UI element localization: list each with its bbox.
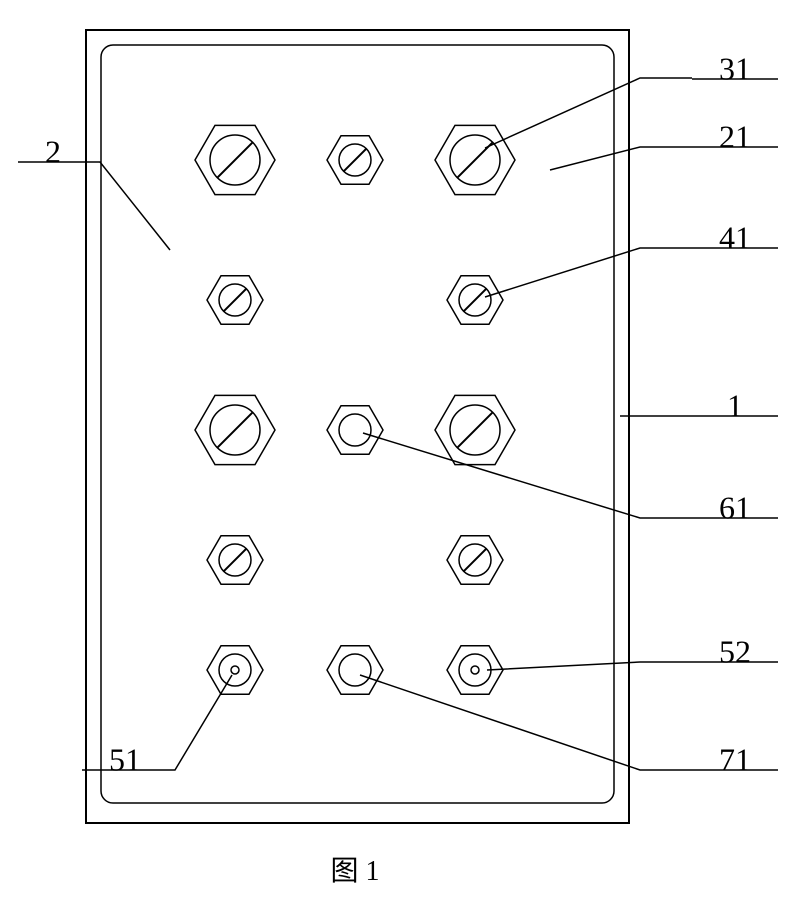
callout-61: 61 [363, 433, 778, 525]
nut-n-r1c3 [435, 125, 515, 194]
callout-71: 71 [360, 675, 778, 777]
nut-n-r5c2 [327, 646, 383, 695]
callout-21: 21 [550, 118, 778, 170]
callout-51: 51 [82, 675, 232, 777]
figure-caption: 图 1 [330, 856, 379, 887]
label-61: 61 [719, 489, 751, 525]
callout-52: 52 [487, 633, 778, 670]
label-51: 51 [109, 741, 141, 777]
nut-n-r3c1 [195, 395, 275, 464]
label-41: 41 [719, 219, 751, 255]
callout-2: 2 [18, 133, 170, 250]
nut-n-r2c1 [207, 276, 263, 325]
nut-n-r5c1 [207, 646, 263, 695]
callout-41: 41 [485, 219, 778, 297]
nut-n-r1c1 [195, 125, 275, 194]
outer-frame [86, 30, 629, 823]
nut-n-r3c3 [435, 395, 515, 464]
label-1: 1 [727, 387, 743, 423]
nut-n-r1c2 [327, 136, 383, 185]
nut-n-r4c1 [207, 536, 263, 585]
diagram-canvas: 3121412161525171图 1 [0, 0, 800, 906]
label-71: 71 [719, 741, 751, 777]
nut-n-r2c3 [447, 276, 503, 325]
nut-n-r4c3 [447, 536, 503, 585]
nut-n-r3c2 [327, 406, 383, 455]
callout-1: 1 [620, 387, 778, 423]
label-31: 31 [719, 50, 751, 86]
label-21: 21 [719, 118, 751, 154]
label-52: 52 [719, 633, 751, 669]
label-2: 2 [45, 133, 61, 169]
